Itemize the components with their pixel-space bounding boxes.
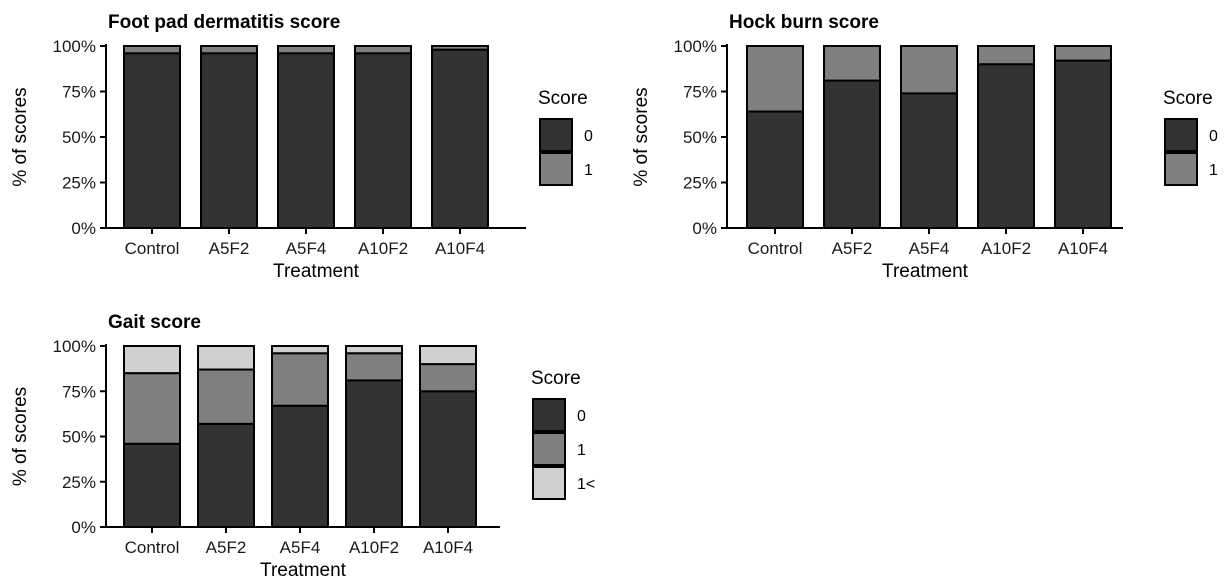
y-tick-label: 75%	[62, 382, 96, 401]
bar-segment-a10f4-score-0	[1054, 59, 1112, 230]
bar-segment-a5f4-score-1	[277, 45, 335, 55]
legend: Score 0 1	[538, 88, 593, 186]
legend-key-score-0	[1164, 118, 1198, 152]
y-tick-label: 50%	[62, 128, 96, 147]
bar-segment-a5f2-score-0	[197, 422, 255, 528]
x-tick-label: A5F2	[209, 239, 250, 258]
bar-segment-a5f4-score-0	[271, 404, 329, 529]
legend-label: 1<	[577, 476, 595, 493]
y-tick-label: 25%	[683, 174, 717, 193]
bar-segment-a5f4-score-0	[277, 52, 335, 229]
bar-segment-control-score-1	[123, 372, 181, 445]
x-tick-label: A10F2	[981, 239, 1031, 258]
bar-segment-a10f2-score-1	[345, 352, 403, 382]
bar-segment-a5f4-score-1	[271, 352, 329, 407]
bar-segment-a10f4-score-1gt	[419, 345, 477, 366]
x-tick-label: A5F4	[909, 239, 950, 258]
y-tick-label: 75%	[683, 83, 717, 102]
x-tick-label: Control	[125, 538, 180, 557]
y-tick-label: 50%	[683, 128, 717, 147]
y-tick-label: 100%	[53, 37, 96, 56]
legend-title: Score	[1163, 88, 1213, 109]
x-tick-label: A10F4	[423, 538, 473, 557]
bar-segment-a10f4-score-1	[431, 45, 489, 51]
bar-segment-a10f4-score-0	[419, 390, 477, 528]
x-tick-label: Control	[125, 239, 180, 258]
y-tick-label: 25%	[62, 174, 96, 193]
bar-segment-a10f2-score-1	[354, 45, 412, 55]
bar-segment-a5f2-score-1	[200, 45, 258, 55]
y-tick-label: 100%	[53, 337, 96, 356]
y-tick-label: 0%	[71, 219, 96, 238]
legend-label: 1	[584, 162, 593, 179]
bar-segment-a10f2-score-1gt	[345, 345, 403, 355]
bar-segment-a5f2-score-1gt	[197, 345, 255, 371]
y-axis-title: % of scores	[10, 87, 31, 186]
legend: Score 0 1	[1163, 88, 1218, 186]
bar-segment-control-score-0	[123, 52, 181, 229]
y-axis-title: % of scores	[10, 387, 31, 486]
bar-segment-a5f2-score-0	[823, 79, 881, 229]
x-axis-title: Treatment	[260, 560, 347, 581]
bar-segment-control-score-1gt	[123, 345, 181, 375]
x-tick-label: A5F2	[206, 538, 247, 557]
chart-panel-1: Foot pad dermatitis score 0% 25% 50% 75% 100%…	[10, 12, 593, 282]
x-tick-label: A10F4	[435, 239, 485, 258]
y-tick-label: 25%	[62, 473, 96, 492]
x-tick-label: A10F4	[1058, 239, 1108, 258]
legend-label: 1	[577, 442, 586, 459]
legend-label: 0	[584, 128, 593, 145]
legend-key-score-0	[539, 118, 573, 152]
bar-segment-a10f4-score-1	[419, 363, 477, 393]
bar-segment-a10f4-score-0	[431, 48, 489, 229]
x-tick-label: A5F2	[832, 239, 873, 258]
bar-segment-control-score-0	[746, 110, 804, 229]
bar-segment-control-score-1	[746, 45, 804, 113]
y-axis-title: % of scores	[631, 87, 652, 186]
bar-segment-a10f4-score-1	[1054, 45, 1112, 62]
legend-label: 0	[1209, 128, 1218, 145]
legend-key-score-0	[532, 398, 566, 432]
x-tick-label: Control	[748, 239, 803, 258]
legend-title: Score	[538, 88, 588, 109]
legend: Score 0 1 1<	[531, 368, 595, 500]
legend-key-score-1	[1164, 152, 1198, 186]
bar-segment-a5f2-score-0	[200, 52, 258, 229]
bar-segment-control-score-0	[123, 442, 181, 528]
legend-label: 1	[1209, 162, 1218, 179]
legend-key-score-1gt	[532, 466, 566, 500]
y-tick-label: 100%	[674, 37, 717, 56]
y-tick-label: 75%	[62, 83, 96, 102]
bar-segment-a5f2-score-1	[197, 368, 255, 425]
y-tick-label: 50%	[62, 428, 96, 447]
bar-segment-a10f2-score-1	[977, 45, 1035, 66]
chart-panel-2: Hock burn score 0% 25% 50% 75% 100% Control A5F…	[631, 12, 1218, 282]
y-tick-label: 0%	[692, 219, 717, 238]
legend-key-score-1	[532, 432, 566, 466]
chart-title: Foot pad dermatitis score	[108, 12, 340, 33]
chart-title: Hock burn score	[729, 12, 879, 33]
chart-panel-3: Gait score 0% 25% 50% 75% 100% Control A5F2 A5F4…	[10, 312, 595, 581]
x-axis-title: Treatment	[882, 261, 969, 282]
x-tick-label: A10F2	[349, 538, 399, 557]
bar-segment-a5f2-score-1	[823, 45, 881, 82]
bar-segment-a5f4-score-1gt	[271, 345, 329, 355]
legend-title: Score	[531, 368, 581, 389]
bar-segment-a10f2-score-0	[345, 379, 403, 529]
bar-segment-a5f4-score-0	[900, 92, 958, 229]
x-tick-label: A5F4	[280, 538, 321, 557]
x-axis-title: Treatment	[273, 261, 360, 282]
bar-segment-control-score-1	[123, 45, 181, 55]
legend-label: 0	[577, 408, 586, 425]
bar-segment-a10f2-score-0	[354, 52, 412, 229]
x-tick-label: A5F4	[286, 239, 327, 258]
bar-segment-a10f2-score-0	[977, 63, 1035, 229]
bar-segment-a5f4-score-1	[900, 45, 958, 95]
x-tick-label: A10F2	[358, 239, 408, 258]
legend-key-score-1	[539, 152, 573, 186]
chart-title: Gait score	[108, 312, 201, 333]
y-tick-label: 0%	[71, 518, 96, 537]
